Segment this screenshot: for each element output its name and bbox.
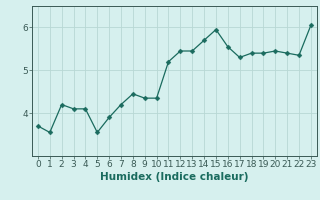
- X-axis label: Humidex (Indice chaleur): Humidex (Indice chaleur): [100, 172, 249, 182]
